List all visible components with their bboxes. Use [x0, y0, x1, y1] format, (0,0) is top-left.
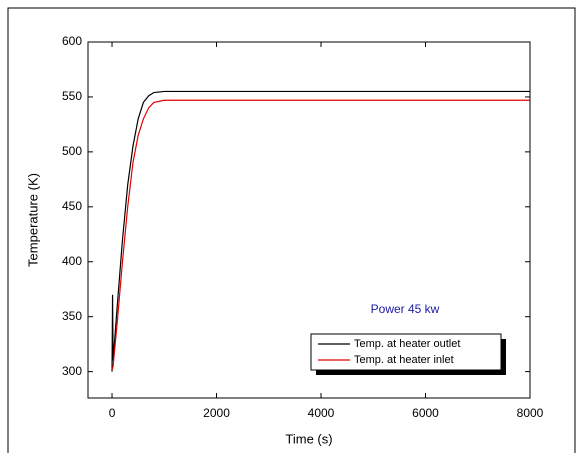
y-tick-label: 500	[62, 144, 82, 158]
x-tick-label: 0	[109, 406, 116, 420]
y-tick-label: 350	[62, 309, 82, 323]
x-axis-label: Time (s)	[285, 431, 332, 446]
figure-frame	[7, 7, 576, 458]
y-tick-label: 400	[62, 254, 82, 268]
y-tick-label: 550	[62, 89, 82, 103]
y-tick-label: 450	[62, 199, 82, 213]
y-tick-label: 600	[62, 34, 82, 48]
x-tick-label: 8000	[517, 406, 544, 420]
data-line	[111, 99, 530, 370]
plot-frame	[87, 41, 531, 399]
legend-label: Temp. at heater outlet	[354, 338, 460, 350]
annotation: Power 45 kw	[371, 302, 440, 316]
x-tick-label: 4000	[308, 406, 335, 420]
y-axis-label: Temperature (K)	[25, 173, 40, 267]
data-line	[111, 90, 530, 372]
y-tick-label: 300	[62, 364, 82, 378]
legend-box	[310, 333, 502, 371]
x-tick-label: 6000	[412, 406, 439, 420]
x-tick-label: 2000	[203, 406, 230, 420]
legend-label: Temp. at heater inlet	[354, 354, 454, 366]
